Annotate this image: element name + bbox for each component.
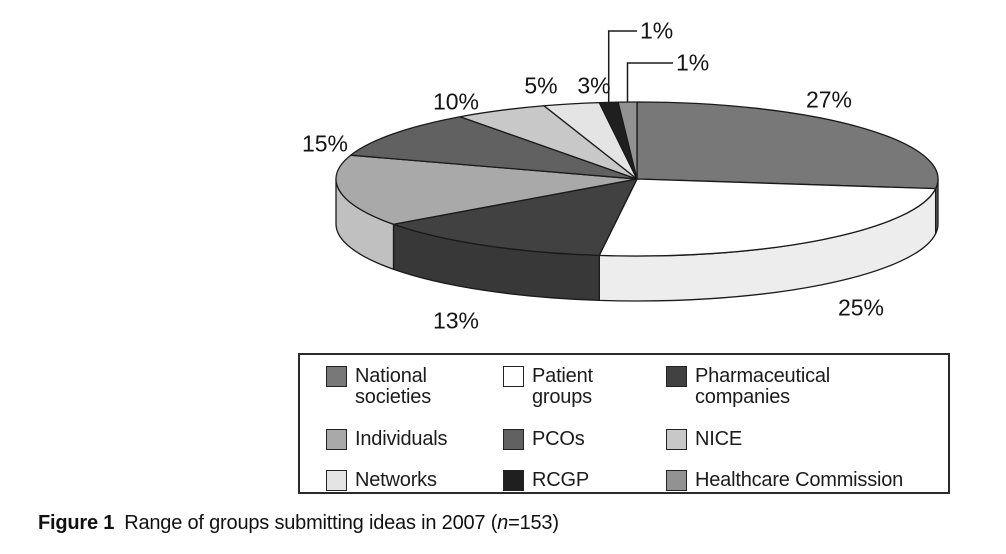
legend-label-individuals: Individuals [355,428,448,450]
legend-item-healthcare-commission: Healthcare Commission [666,470,944,492]
pct-label-networks: 3% [577,72,611,99]
legend-label-pharmaceutical-companies: Pharmaceutical companies [695,365,831,408]
figure-caption-text: Range of groups submitting ideas in 2007… [124,512,498,534]
legend-swatch-individuals [326,429,347,450]
pct-label-patient-groups: 25% [837,294,885,321]
legend-item-pcos: PCOs [503,429,666,470]
legend-label-networks: Networks [355,469,437,491]
legend-swatch-rcgp [503,470,524,491]
pie-slice-healthcare-commission [617,101,638,180]
pie-slice-patient-groups [598,178,937,257]
legend-swatch-pharmaceutical-companies [666,366,687,387]
legend-swatch-national-societies [326,366,347,387]
legend-label-nice: NICE [695,428,742,450]
pie-slice-national-societies [636,101,939,190]
pct-label-pcos: 10% [432,88,480,115]
pct-label-individuals: 15% [301,130,349,157]
legend-label-national-societies: National societies [355,365,432,408]
legend-item-patient-groups: Patient groups [503,366,666,429]
legend-swatch-nice [666,429,687,450]
legend-item-nice: NICE [666,429,944,470]
legend-label-pcos: PCOs [532,428,585,450]
legend-item-national-societies: National societies [326,366,503,429]
legend-item-individuals: Individuals [326,429,503,470]
leader-line-rcgp [607,30,637,103]
figure-caption-suffix: =153) [508,512,559,534]
legend-label-patient-groups: Patient groups [532,365,593,408]
pct-label-nice: 5% [524,72,558,99]
pct-label-pharmaceutical-companies: 13% [432,307,480,334]
pct-label-national-societies: 27% [805,86,853,113]
legend-box: National societies Patient groups Pharmace… [298,353,950,494]
legend-label-rcgp: RCGP [532,469,589,491]
legend-label-healthcare-commission: Healthcare Commission [695,469,904,491]
pct-label-rcgp: 1% [640,17,674,44]
legend-swatch-pcos [503,429,524,450]
pct-label-healthcare-commission: 1% [676,49,710,76]
figure-caption-number: Figure 1 [38,512,115,534]
legend-item-pharmaceutical-companies: Pharmaceutical companies [666,366,944,429]
pie-slice-individuals [335,154,638,225]
legend-swatch-networks [326,470,347,491]
legend-item-rcgp: RCGP [503,470,666,492]
figure-caption-n: n [497,512,509,534]
legend-item-networks: Networks [326,470,503,492]
leader-line-healthcare-commission [626,62,673,102]
legend-swatch-patient-groups [503,366,524,387]
pie-slice-pcos [350,116,638,180]
legend-swatch-healthcare-commission [666,470,687,491]
figure-caption: Figure 1 Range of groups submitting ideas… [38,512,559,535]
pie-slice-pharmaceutical-companies [392,178,638,257]
